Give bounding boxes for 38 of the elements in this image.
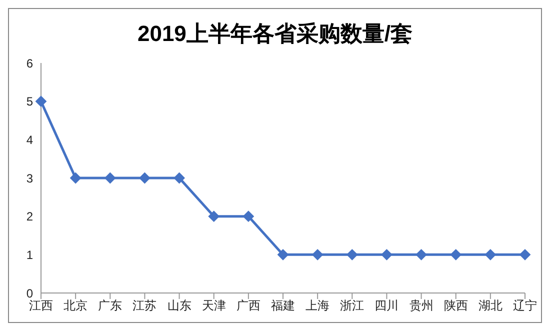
x-tick-label: 福建 (271, 298, 295, 313)
x-tick-label: 辽宁 (513, 298, 537, 313)
y-tick-label: 2 (26, 210, 34, 224)
x-tick-label: 四川 (374, 298, 399, 313)
y-tick-label: 5 (26, 94, 34, 109)
point (312, 249, 324, 260)
x-tick-label: 上海 (306, 298, 330, 313)
point (484, 249, 496, 260)
point (70, 172, 82, 184)
x-tick-label: 广东 (98, 298, 122, 313)
point (278, 249, 288, 260)
x-tick-label: 浙江 (340, 298, 364, 313)
point (208, 210, 220, 222)
point (520, 249, 530, 260)
point (450, 249, 462, 260)
point (346, 249, 358, 260)
x-tick-label: 天津 (202, 298, 226, 313)
x-tick-label: 贵州 (409, 298, 434, 313)
x-tick-label: 湖北 (478, 298, 502, 313)
point (416, 249, 427, 260)
point (242, 210, 254, 222)
y-tick-label: 6 (26, 56, 34, 70)
x-tick-label: 江西 (29, 298, 53, 313)
point (174, 172, 185, 184)
chart-title: 2019上半年各省采购数量/套 (136, 20, 414, 48)
y-tick-label: 4 (26, 132, 34, 147)
x-tick-label: 北京 (64, 298, 88, 313)
x-tick-label: 山东 (167, 298, 192, 313)
x-tick-label: 江苏 (132, 298, 157, 313)
x-tick-label: 陕西 (444, 298, 468, 313)
y-tick-label: 3 (26, 171, 34, 186)
point (36, 96, 46, 107)
point (104, 172, 116, 184)
y-tick-label: 1 (26, 248, 34, 262)
x-tick-label: 广西 (236, 298, 260, 313)
point (139, 172, 150, 184)
point (381, 249, 392, 260)
y-tick-label: 0 (26, 286, 34, 300)
